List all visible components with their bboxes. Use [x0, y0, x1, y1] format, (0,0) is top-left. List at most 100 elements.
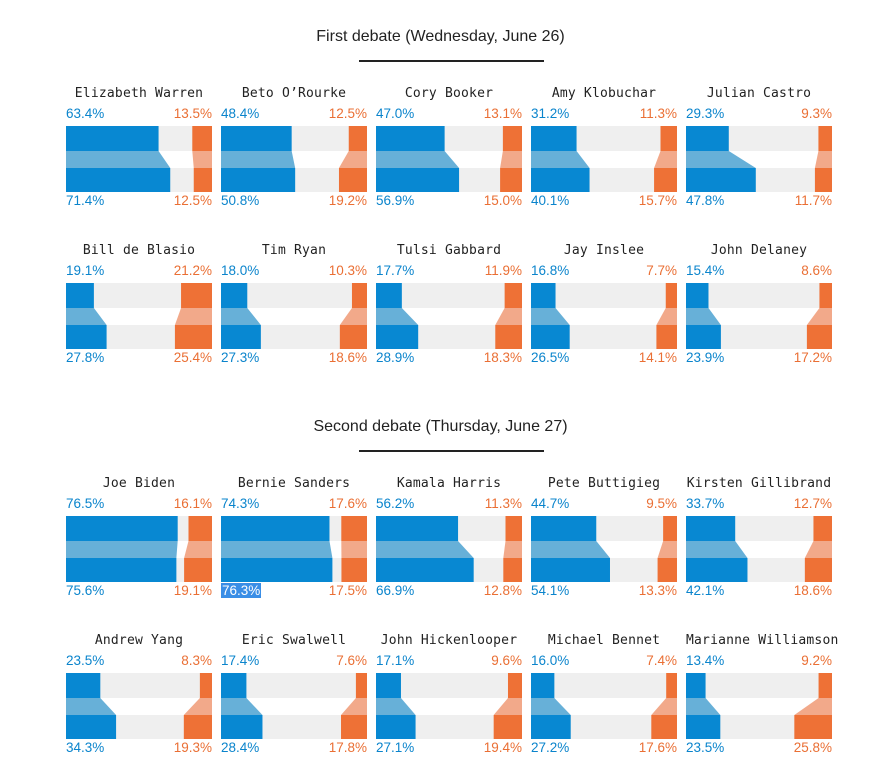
blue-before-label: 23.5%: [66, 653, 105, 668]
orange-bar-after: [804, 558, 832, 582]
blue-after-label: 27.1%: [376, 740, 415, 755]
orange-before-label: 9.6%: [491, 653, 522, 668]
candidate-panel: Pete Buttigieg 44.7% 9.5% 54.1% 13.3%: [531, 476, 677, 606]
blue-after-label: 56.9%: [376, 193, 415, 208]
orange-after-label: 18.3%: [483, 350, 522, 365]
blue-after-label: 28.9%: [376, 350, 415, 365]
blue-change-connector: [221, 698, 263, 715]
blue-before-label: 47.0%: [376, 106, 415, 121]
orange-after-label: 19.1%: [173, 583, 212, 598]
blue-bar-after: [376, 168, 460, 192]
candidate-name: Kirsten Gillibrand: [686, 476, 832, 491]
orange-bar-before: [818, 126, 832, 151]
blue-before-label: 33.7%: [686, 496, 725, 511]
blue-before-label: 18.0%: [221, 263, 260, 278]
blue-after-label: 34.3%: [66, 740, 105, 755]
orange-bar-before: [192, 126, 212, 151]
blue-change-connector: [531, 698, 571, 715]
candidate-bars: [221, 516, 367, 582]
candidate-bars: [221, 283, 367, 349]
candidate-name: Bernie Sanders: [237, 476, 351, 491]
blue-before-label: 15.4%: [686, 263, 725, 278]
orange-change-connector: [657, 541, 677, 558]
blue-before-label: 19.1%: [66, 263, 105, 278]
orange-bar-after: [174, 325, 212, 349]
orange-change-connector: [656, 308, 677, 325]
orange-change-connector: [338, 151, 367, 168]
orange-before-label: 11.9%: [484, 263, 522, 278]
orange-change-connector: [493, 698, 522, 715]
orange-after-label: 13.3%: [638, 583, 677, 598]
orange-bar-after: [656, 325, 677, 349]
candidate-bars: [531, 516, 677, 582]
orange-before-label: 16.1%: [173, 496, 212, 511]
blue-after-label: 23.9%: [686, 350, 725, 365]
orange-before-label: 12.7%: [793, 496, 832, 511]
orange-change-connector: [341, 698, 367, 715]
candidate-panel: Tim Ryan 18.0% 10.3% 27.3% 18.6%: [221, 243, 367, 373]
orange-bar-after: [341, 558, 367, 582]
blue-bar-before: [66, 126, 159, 151]
candidate-name: Kamala Harris: [396, 476, 502, 491]
orange-bar-before: [181, 283, 212, 308]
blue-bar-after: [686, 325, 721, 349]
blue-change-connector: [686, 308, 721, 325]
candidate-panel: Amy Klobuchar 31.2% 11.3% 40.1% 15.7%: [531, 86, 677, 216]
candidate-panel: Beto O’Rourke 48.4% 12.5% 50.8% 19.2%: [221, 86, 367, 216]
blue-after-label: 66.9%: [376, 583, 415, 598]
blue-bar-before: [66, 283, 94, 308]
orange-after-label: 15.7%: [638, 193, 677, 208]
candidate-name: Cory Booker: [404, 86, 494, 101]
orange-change-connector: [654, 151, 677, 168]
orange-bar-after: [341, 715, 367, 739]
blue-bar-after: [221, 558, 333, 582]
orange-before-label: 12.5%: [328, 106, 367, 121]
candidate-panel: Kamala Harris 56.2% 11.3% 66.9% 12.8%: [376, 476, 522, 606]
candidate-name: Marianne Williamson: [686, 633, 839, 648]
candidate-bars: [66, 283, 212, 349]
blue-after-label: 47.8%: [686, 193, 725, 208]
candidate-name: Elizabeth Warren: [74, 86, 204, 101]
orange-after-label: 17.6%: [638, 740, 677, 755]
blue-change-connector: [221, 308, 261, 325]
blue-bar-before: [686, 673, 706, 698]
candidate-name: Tim Ryan: [261, 243, 327, 258]
blue-bar-before: [66, 673, 101, 698]
blue-bar-before: [376, 673, 401, 698]
section-title: Second debate (Thursday, June 27): [313, 418, 568, 435]
blue-bar-after: [686, 558, 748, 582]
orange-bar-after: [654, 168, 677, 192]
blue-bar-before: [221, 283, 248, 308]
orange-after-label: 19.4%: [483, 740, 522, 755]
blue-after-label: 26.5%: [531, 350, 570, 365]
orange-bar-after: [183, 715, 212, 739]
blue-after-label: 42.1%: [686, 583, 725, 598]
candidate-name: Julian Castro: [706, 86, 812, 101]
orange-before-label: 17.6%: [328, 496, 367, 511]
orange-before-label: 8.6%: [801, 263, 832, 278]
orange-bar-after: [184, 558, 212, 582]
blue-change-connector: [686, 151, 756, 168]
blue-before-label: 17.1%: [376, 653, 415, 668]
candidate-panel: Bill de Blasio 19.1% 21.2% 27.8% 25.4%: [66, 243, 212, 373]
blue-change-connector: [376, 698, 416, 715]
candidate-name: Beto O’Rourke: [241, 86, 347, 101]
orange-after-label: 19.2%: [328, 193, 367, 208]
orange-bar-before: [502, 126, 522, 151]
blue-bar-before: [221, 516, 330, 541]
orange-before-label: 21.2%: [173, 263, 212, 278]
blue-after-label: 27.2%: [531, 740, 570, 755]
blue-bar-after: [221, 168, 296, 192]
blue-change-connector: [531, 541, 610, 558]
blue-change-connector: [376, 541, 474, 558]
orange-bar-after: [806, 325, 832, 349]
section-divider: [359, 60, 544, 62]
orange-bar-before: [666, 673, 677, 698]
blue-change-connector: [66, 151, 171, 168]
orange-after-label: 18.6%: [328, 350, 367, 365]
orange-change-connector: [500, 151, 522, 168]
candidate-panel: John Delaney 15.4% 8.6% 23.9% 17.2%: [686, 243, 832, 373]
orange-change-connector: [339, 308, 367, 325]
blue-bar-after: [66, 558, 177, 582]
blue-after-label: 23.5%: [686, 740, 725, 755]
